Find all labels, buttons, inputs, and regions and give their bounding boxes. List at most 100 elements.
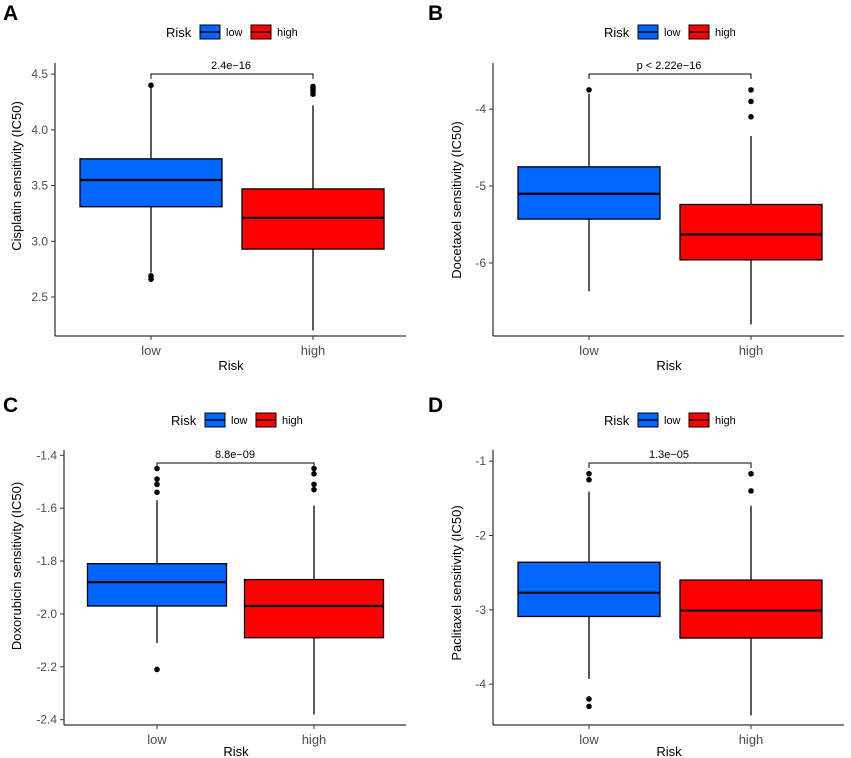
panel-a: A Risk low high 2.53.03.54.04.5 low high … [3, 2, 406, 373]
legend-key-high [688, 412, 710, 428]
y-tick-label: -1.4 [36, 448, 57, 462]
y-axis-title: Cisplatin sensitivity (IC50) [9, 101, 24, 251]
x-tick-label: high [739, 343, 764, 358]
outlier-point [154, 666, 160, 673]
x-ticks: low high [579, 725, 763, 747]
significance-bracket [156, 462, 315, 468]
bracket-line [150, 73, 314, 79]
outlier-point [748, 98, 754, 105]
y-tick-label: -1 [475, 454, 486, 468]
outlier-point [310, 83, 316, 90]
boxes [517, 470, 823, 716]
outlier-point [748, 488, 754, 494]
x-tick-label: high [739, 732, 764, 747]
panel-letter: C [3, 394, 18, 417]
legend-key-low [637, 24, 659, 40]
x-ticks: low high [141, 336, 325, 358]
iqr-box [241, 188, 385, 250]
y-axis-title: Paclitaxel sensitivity (IC50) [449, 505, 464, 660]
iqr-box [517, 561, 661, 618]
x-axis-title: Risk [218, 358, 244, 373]
y-ticks: -6 -5 -4 [475, 102, 493, 270]
outlier-point [148, 276, 154, 282]
outlier-point [748, 87, 754, 93]
legend-key-high [688, 24, 710, 40]
outlier-point [311, 470, 317, 477]
outlier-point [311, 486, 317, 493]
legend-key-high [255, 412, 277, 428]
x-ticks: low high [579, 336, 763, 358]
bracket-line [588, 462, 752, 468]
p-value-label: 2.4e−16 [211, 60, 251, 72]
box-low [86, 465, 228, 673]
y-tick-label: 3.5 [31, 179, 48, 193]
x-tick-label: high [301, 343, 326, 358]
legend: Risk low high [604, 24, 736, 40]
outlier-point [154, 481, 160, 488]
iqr-box [679, 203, 823, 261]
y-tick-label: -2 [475, 528, 486, 542]
x-axis-title: Risk [656, 358, 682, 373]
y-tick-label: -2.4 [36, 713, 57, 727]
x-tick-label: low [141, 343, 161, 358]
outlier-point [586, 476, 592, 483]
panel-c: C Risk low high -2.4 -2.2 -2.0 -1.8 -1.6 -1.4… [3, 394, 406, 758]
panel-d: D Risk low high -4 -3 -2 -1 low high 1.3e−05… [428, 394, 844, 758]
outlier-point [748, 470, 754, 477]
panel-letter: B [428, 2, 443, 25]
outlier-point [154, 489, 160, 496]
bracket-line [588, 73, 752, 79]
legend-title: Risk [604, 413, 630, 428]
legend-label-high: high [715, 415, 736, 427]
y-tick-label: -1.8 [36, 554, 57, 568]
significance-bracket [588, 73, 752, 79]
y-tick-label: 4.5 [31, 67, 48, 81]
y-tick-label: 4.0 [31, 123, 48, 137]
y-tick-label: -4 [475, 677, 486, 691]
legend-label-high: high [715, 27, 736, 39]
outlier-point [148, 82, 154, 89]
legend-key-low [637, 412, 659, 428]
outlier-point [311, 465, 317, 472]
y-axis-title: Doxorubicin sensitivity (IC50) [9, 482, 24, 650]
y-tick-label: -1.6 [36, 501, 57, 515]
x-tick-label: low [579, 343, 599, 358]
legend: Risk low high [171, 412, 303, 428]
outlier-point [154, 465, 160, 472]
boxes [79, 82, 385, 331]
p-value-label: p < 2.22e−16 [637, 60, 702, 72]
x-ticks: low high [147, 725, 326, 747]
box-low [517, 470, 661, 710]
outlier-point [311, 481, 317, 488]
outlier-point [586, 696, 592, 702]
y-tick-label: -2.0 [36, 607, 57, 621]
panel-letter: A [3, 2, 18, 25]
y-axis-title: Docetaxel sensitivity (IC50) [449, 121, 464, 279]
box-high [679, 470, 823, 716]
box-low [517, 87, 661, 292]
legend-title: Risk [604, 25, 630, 40]
y-ticks: -2.4 -2.2 -2.0 -1.8 -1.6 -1.4 [36, 448, 64, 727]
outlier-point [748, 114, 754, 120]
y-tick-label: -3 [475, 603, 486, 617]
panel-b: B Risk low high -6 -5 -4 low high p < 2.22e… [428, 2, 844, 373]
legend-label-low: low [664, 27, 681, 39]
box-high [243, 465, 385, 715]
legend-title: Risk [171, 413, 197, 428]
legend: Risk low high [604, 412, 736, 428]
boxes [517, 87, 823, 325]
outlier-point [586, 470, 592, 477]
legend-label-low: low [226, 27, 243, 39]
y-tick-label: -6 [475, 256, 486, 270]
box-low [79, 82, 223, 282]
legend-title: Risk [166, 25, 192, 40]
y-ticks: 2.5 3.0 3.5 4.0 4.5 [31, 67, 55, 304]
significance-bracket [588, 462, 752, 468]
box-high [241, 83, 385, 331]
p-value-label: 1.3e−05 [649, 449, 689, 461]
x-tick-label: low [579, 732, 599, 747]
legend-key-low [199, 24, 221, 40]
iqr-box [243, 578, 385, 639]
y-tick-label: 3.0 [31, 234, 48, 248]
